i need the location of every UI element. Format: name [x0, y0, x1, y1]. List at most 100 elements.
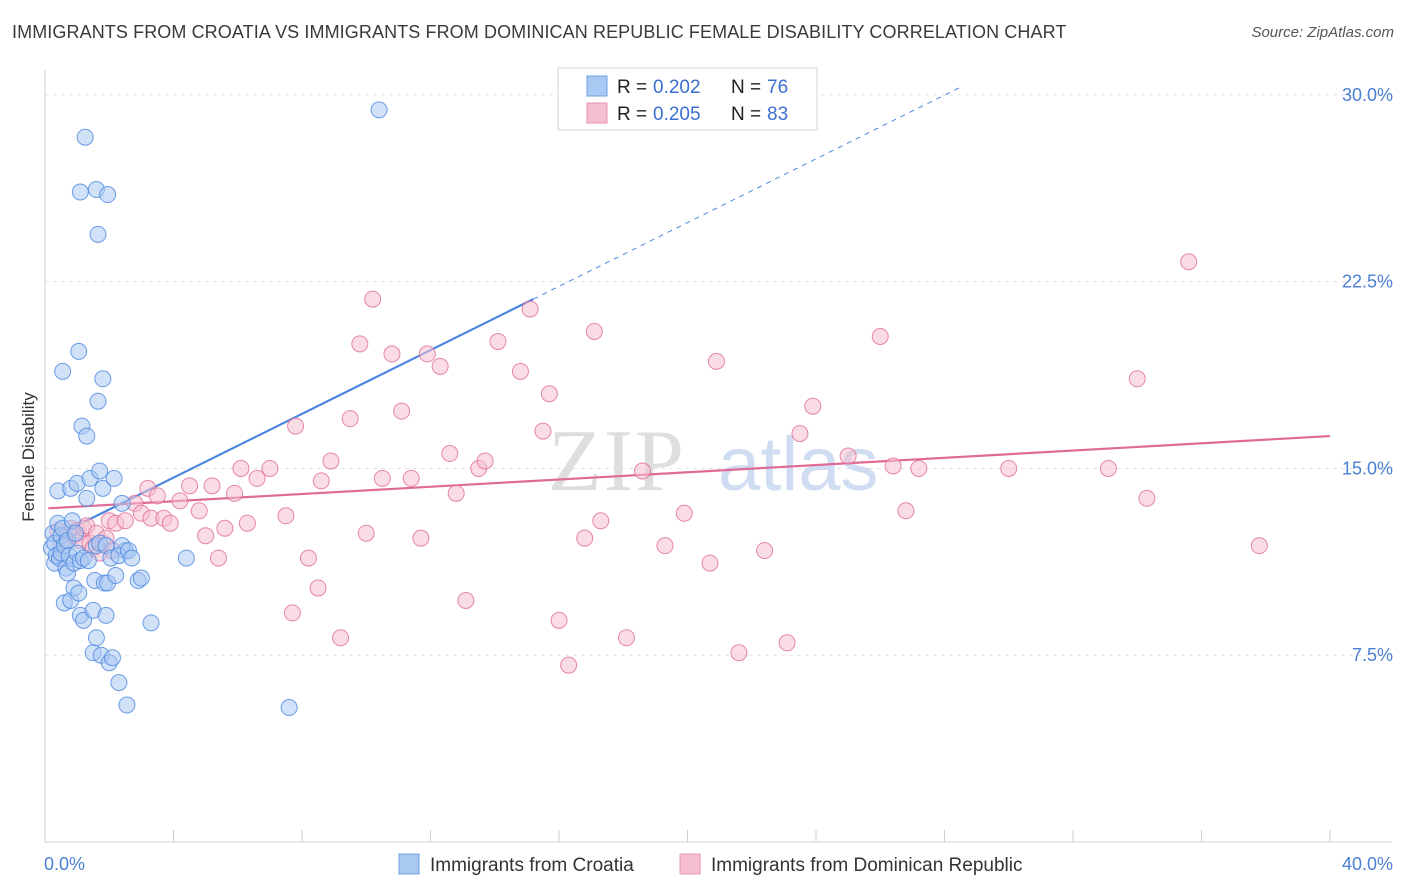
dominican-point-92	[1138, 489, 1156, 507]
stats-legend-n-label-dominican: N =	[731, 104, 761, 125]
croatia-point-33	[79, 552, 97, 570]
dominican-point-80	[756, 542, 774, 560]
chart-title: IMMIGRANTS FROM CROATIA VS IMMIGRANTS FR…	[12, 22, 1067, 42]
dominican-point-47	[341, 410, 359, 428]
legend-label-croatia: Immigrants from Croatia	[430, 855, 634, 876]
x-tick-label-0: 0.0%	[44, 854, 85, 874]
dominican-point-94	[1250, 537, 1268, 555]
dominican-point-39	[277, 507, 295, 525]
dominican-point-76	[675, 504, 693, 522]
dominican-point-91	[1128, 370, 1146, 388]
dominican-point-59	[447, 484, 465, 502]
dominican-point-52	[383, 345, 401, 363]
dominican-point-60	[457, 591, 475, 609]
croatia-point-63	[132, 569, 150, 587]
dominican-point-77	[701, 554, 719, 572]
dominican-point-64	[511, 362, 529, 380]
croatia-point-42	[91, 462, 109, 480]
dominican-point-71	[585, 322, 603, 340]
dominican-point-24	[148, 487, 166, 505]
croatia-point-66	[70, 342, 88, 360]
dominican-point-55	[412, 529, 430, 547]
stats-legend-r-dominican: 0.205	[653, 104, 701, 125]
dominican-point-58	[441, 445, 459, 463]
dominican-point-45	[322, 452, 340, 470]
dominican-point-69	[560, 656, 578, 674]
watermark-zip: ZIP	[548, 413, 686, 510]
croatia-point-38	[87, 629, 105, 647]
stats-legend-r-croatia: 0.202	[653, 77, 701, 98]
croatia-point-44	[94, 479, 112, 497]
stats-legend-n-dominican: 83	[767, 104, 788, 125]
grid-lines	[45, 94, 1392, 656]
y-tick-label-1: 15.0%	[1342, 458, 1393, 478]
dominican-point-42	[299, 549, 317, 567]
dominican-point-66	[534, 422, 552, 440]
croatia-point-59	[107, 567, 125, 585]
legend-swatch-dominican	[679, 853, 701, 875]
watermark: ZIP atlas	[548, 413, 879, 510]
croatia-point-31	[78, 427, 96, 445]
dominican-point-19	[116, 512, 134, 530]
legend-label-dominican: Immigrants from Dominican Republic	[711, 855, 1023, 876]
croatia-point-73	[177, 549, 195, 567]
dominican-point-87	[897, 502, 915, 520]
dominican-point-31	[203, 477, 221, 495]
dominican-point-50	[364, 290, 382, 308]
croatia-point-64	[142, 614, 160, 632]
dominican-point-68	[550, 611, 568, 629]
croatia-point-61	[123, 549, 141, 567]
croatia-point-52	[105, 469, 123, 487]
dominican-point-85	[871, 327, 889, 345]
dominican-point-70	[576, 529, 594, 547]
dominican-point-26	[161, 514, 179, 532]
dominican-point-27	[171, 492, 189, 510]
croatia-point-75	[370, 101, 388, 119]
source-label: Source: ZipAtlas.com	[1251, 24, 1394, 41]
dominican-point-28	[181, 477, 199, 495]
stats-legend-r-label-croatia: R =	[617, 77, 647, 98]
stats-legend-n-label-croatia: N =	[731, 77, 761, 98]
dominican-point-86	[884, 457, 902, 475]
dominican-point-57	[431, 357, 449, 375]
croatia-point-51	[103, 649, 121, 667]
croatia-point-74	[280, 699, 298, 717]
dominican-trend-line	[48, 434, 1331, 510]
croatia-point-71	[94, 370, 112, 388]
dominican-point-90	[1099, 459, 1117, 477]
dominican-point-62	[476, 452, 494, 470]
dominican-point-32	[209, 549, 227, 567]
croatia-point-56	[118, 696, 136, 714]
dominican-point-82	[791, 425, 809, 443]
y-axis-title: Female Disability	[19, 392, 38, 522]
dominican-point-34	[226, 484, 244, 502]
croatia-point-68	[76, 128, 94, 146]
croatia-point-40	[89, 392, 107, 410]
dominican-point-54	[402, 469, 420, 487]
dominican-point-84	[839, 447, 857, 465]
dominican-point-88	[910, 459, 928, 477]
dominican-point-51	[373, 469, 391, 487]
stats-legend: R = 0.202 N = 76 R = 0.205 N = 83	[557, 67, 818, 131]
dominican-point-79	[730, 644, 748, 662]
stats-legend-r-label-dominican: R =	[617, 104, 647, 125]
axes	[44, 70, 1392, 843]
croatia-point-65	[54, 362, 72, 380]
dominican-point-75	[656, 537, 674, 555]
dominican-point-65	[521, 300, 539, 318]
dominican-point-81	[778, 634, 796, 652]
dominican-point-40	[283, 604, 301, 622]
croatia-point-67	[71, 183, 89, 201]
y-tick-label-0: 7.5%	[1352, 645, 1393, 665]
dominican-point-36	[238, 514, 256, 532]
y-tick-labels: 7.5% 15.0% 22.5% 30.0%	[1342, 85, 1393, 665]
dominican-point-83	[804, 397, 822, 415]
croatia-point-54	[113, 494, 131, 512]
croatia-point-25	[70, 584, 88, 602]
y-tick-label-3: 30.0%	[1342, 85, 1393, 105]
dominican-point-29	[190, 502, 208, 520]
series-legend: Immigrants from Croatia Immigrants from …	[398, 853, 1023, 876]
dominican-point-43	[309, 579, 327, 597]
dominican-point-33	[216, 519, 234, 537]
croatia-point-22	[67, 524, 85, 542]
